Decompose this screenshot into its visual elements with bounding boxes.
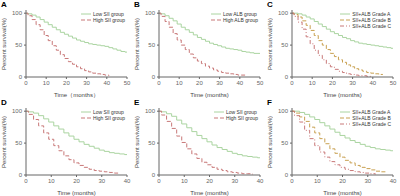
html-text:High SII group: High SII group bbox=[93, 115, 125, 121]
svg-text:0: 0 bbox=[290, 80, 294, 86]
svg-text:20: 20 bbox=[196, 80, 203, 86]
svg-text:100: 100 bbox=[145, 10, 156, 16]
svg-text:100: 100 bbox=[12, 10, 23, 16]
svg-text:10: 10 bbox=[48, 178, 55, 184]
svg-text:50: 50 bbox=[15, 140, 22, 146]
html-text:Percent survival(%): Percent survival(%) bbox=[134, 17, 140, 70]
svg-text:Time (months): Time (months) bbox=[323, 92, 361, 98]
svg-text:30: 30 bbox=[216, 80, 223, 86]
svg-text:0: 0 bbox=[24, 80, 28, 86]
svg-text:0: 0 bbox=[19, 74, 23, 80]
html-text:SII+ALB Grade B: SII+ALB Grade B bbox=[352, 115, 391, 121]
html-text:A: A bbox=[1, 0, 7, 9]
svg-text:0: 0 bbox=[19, 172, 23, 178]
svg-text:30: 30 bbox=[98, 178, 105, 184]
svg-text:Time（months）: Time（months） bbox=[54, 92, 99, 98]
svg-text:40: 40 bbox=[369, 80, 376, 86]
html-text:High ALB group: High ALB group bbox=[223, 17, 258, 23]
svg-text:Time (months): Time (months) bbox=[190, 190, 228, 196]
svg-text:40: 40 bbox=[390, 178, 392, 184]
svg-text:30: 30 bbox=[349, 80, 356, 86]
svg-text:50: 50 bbox=[281, 42, 288, 48]
svg-text:Time (months): Time (months) bbox=[57, 190, 95, 196]
html-text:B: B bbox=[134, 0, 140, 9]
html-text:E: E bbox=[134, 98, 140, 107]
svg-text:0: 0 bbox=[152, 172, 156, 178]
svg-text:100: 100 bbox=[278, 108, 289, 114]
svg-text:30: 30 bbox=[364, 178, 371, 184]
svg-text:50: 50 bbox=[148, 140, 155, 146]
svg-text:10: 10 bbox=[43, 80, 50, 86]
svg-text:20: 20 bbox=[206, 178, 213, 184]
html-text:SII+ALB Grade B: SII+ALB Grade B bbox=[352, 17, 391, 23]
svg-text:20: 20 bbox=[63, 80, 70, 86]
html-text:Percent survival(%): Percent survival(%) bbox=[267, 17, 273, 70]
html-text:High SII group: High SII group bbox=[93, 17, 125, 23]
svg-text:0: 0 bbox=[290, 178, 294, 184]
html-text:Percent survival(%): Percent survival(%) bbox=[267, 115, 273, 168]
svg-text:0: 0 bbox=[24, 178, 28, 184]
html-text:F: F bbox=[267, 98, 272, 107]
svg-text:10: 10 bbox=[309, 80, 316, 86]
svg-text:20: 20 bbox=[329, 80, 336, 86]
svg-text:10: 10 bbox=[314, 178, 321, 184]
html-text:C: C bbox=[267, 0, 273, 9]
html-text:SII+ALB Grade C: SII+ALB Grade C bbox=[352, 23, 391, 29]
svg-text:30: 30 bbox=[83, 80, 90, 86]
html-text:Percent survival(%): Percent survival(%) bbox=[1, 17, 7, 70]
html-text:SII+ALB Grade A: SII+ALB Grade A bbox=[352, 11, 391, 17]
svg-text:40: 40 bbox=[103, 80, 110, 86]
svg-text:20: 20 bbox=[339, 178, 346, 184]
html-text:Low SII group: Low SII group bbox=[93, 109, 124, 115]
svg-text:50: 50 bbox=[15, 42, 22, 48]
svg-text:0: 0 bbox=[152, 74, 156, 80]
svg-text:50: 50 bbox=[390, 80, 392, 86]
html-text:D: D bbox=[1, 98, 7, 107]
svg-text:50: 50 bbox=[257, 80, 264, 86]
html-text:SII+ALB Grade A: SII+ALB Grade A bbox=[352, 109, 391, 115]
svg-text:0: 0 bbox=[157, 80, 161, 86]
html-text:SII+ALB Grade C: SII+ALB Grade C bbox=[352, 121, 391, 127]
svg-text:100: 100 bbox=[12, 108, 23, 114]
html-text:Low SII group: Low SII group bbox=[226, 109, 257, 115]
svg-text:30: 30 bbox=[231, 178, 238, 184]
svg-text:10: 10 bbox=[176, 80, 183, 86]
html-text:Low ALB group: Low ALB group bbox=[223, 11, 257, 17]
html-text:Percent survival(%): Percent survival(%) bbox=[1, 115, 7, 168]
svg-text:Time (months): Time (months) bbox=[190, 92, 228, 98]
svg-text:100: 100 bbox=[278, 10, 289, 16]
svg-text:0: 0 bbox=[285, 74, 289, 80]
svg-text:10: 10 bbox=[181, 178, 188, 184]
svg-text:Time (months): Time (months) bbox=[323, 190, 361, 196]
html-text:Percent survival(%): Percent survival(%) bbox=[134, 115, 140, 168]
svg-text:40: 40 bbox=[236, 80, 243, 86]
svg-text:0: 0 bbox=[157, 178, 161, 184]
svg-text:100: 100 bbox=[145, 108, 156, 114]
svg-text:50: 50 bbox=[281, 140, 288, 146]
svg-text:0: 0 bbox=[285, 172, 289, 178]
svg-text:40: 40 bbox=[124, 178, 131, 184]
html-text:Low SII group: Low SII group bbox=[93, 11, 124, 17]
html-text:High SII group: High SII group bbox=[226, 115, 258, 121]
svg-text:50: 50 bbox=[148, 42, 155, 48]
svg-text:40: 40 bbox=[257, 178, 264, 184]
svg-text:20: 20 bbox=[73, 178, 80, 184]
svg-text:50: 50 bbox=[124, 80, 131, 86]
